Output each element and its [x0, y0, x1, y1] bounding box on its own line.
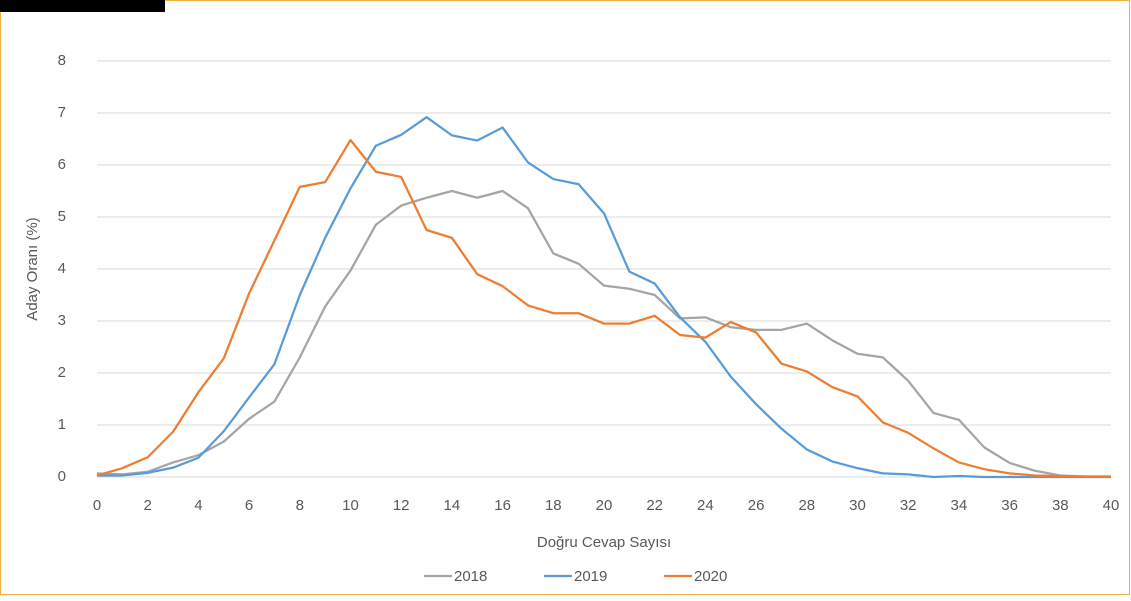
x-tick-label: 2 — [144, 497, 152, 514]
x-tick-label: 36 — [1001, 497, 1018, 514]
x-tick-label: 26 — [748, 497, 765, 514]
y-tick-label: 7 — [58, 104, 66, 121]
x-tick-label: 16 — [494, 497, 511, 514]
x-tick-label: 34 — [951, 497, 968, 514]
x-tick-label: 24 — [697, 497, 714, 514]
y-tick-label: 8 — [58, 52, 66, 69]
series-line — [96, 138, 1111, 478]
x-tick-label: 40 — [1103, 497, 1120, 514]
x-axis-label: Doğru Cevap Sayısı — [537, 534, 671, 551]
x-tick-label: 0 — [93, 497, 101, 514]
header-block — [0, 0, 165, 12]
x-tick-label: 8 — [296, 497, 304, 514]
x-tick-label: 38 — [1052, 497, 1069, 514]
series-line — [96, 189, 1111, 478]
y-tick-label: 0 — [58, 468, 66, 485]
y-tick-label: 6 — [58, 156, 66, 173]
x-tick-label: 14 — [444, 497, 461, 514]
y-tick-label: 2 — [58, 364, 66, 381]
legend-label: 2019 — [574, 568, 607, 585]
y-axis-label: Aday Oranı (%) — [24, 217, 41, 320]
x-tick-label: 22 — [646, 497, 663, 514]
x-tick-label: 32 — [900, 497, 917, 514]
x-tick-label: 20 — [596, 497, 613, 514]
x-tick-label: 6 — [245, 497, 253, 514]
series-line — [97, 116, 1111, 479]
y-tick-label: 5 — [58, 208, 66, 225]
x-tick-label: 18 — [545, 497, 562, 514]
y-tick-label: 4 — [58, 260, 66, 277]
legend-label: 2020 — [694, 568, 727, 585]
x-tick-label: 30 — [849, 497, 866, 514]
x-tick-label: 10 — [342, 497, 359, 514]
x-tick-label: 12 — [393, 497, 410, 514]
legend-label: 2018 — [454, 568, 487, 585]
y-tick-label: 3 — [58, 312, 66, 329]
y-tick-label: 1 — [58, 416, 66, 433]
x-tick-label: 28 — [798, 497, 815, 514]
x-tick-label: 4 — [194, 497, 202, 514]
